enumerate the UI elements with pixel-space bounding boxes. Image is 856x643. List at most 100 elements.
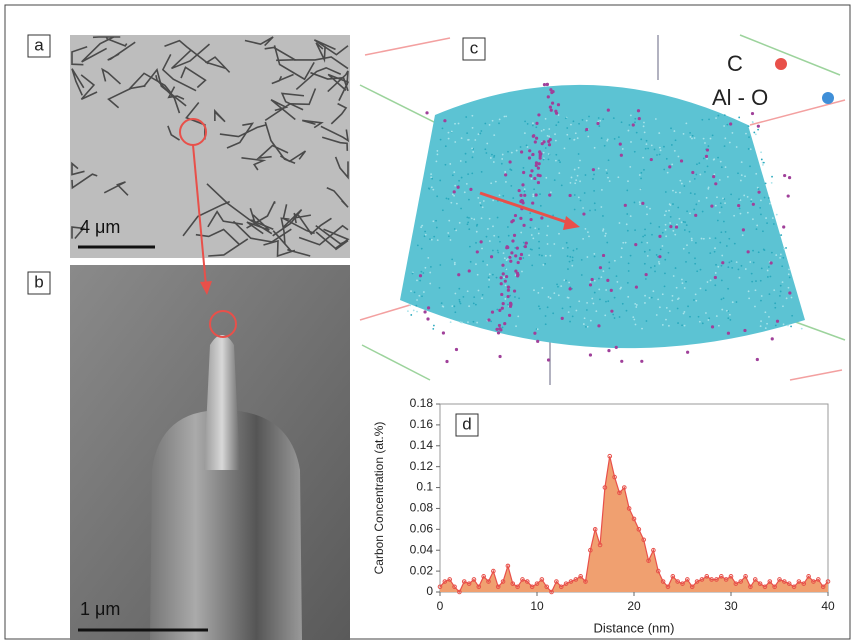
atom bbox=[675, 139, 677, 141]
atom bbox=[605, 301, 607, 303]
atom bbox=[482, 260, 484, 262]
atom bbox=[619, 316, 621, 318]
carbon-atom bbox=[509, 305, 512, 308]
atom bbox=[630, 141, 632, 143]
atom bbox=[602, 118, 604, 120]
atom bbox=[765, 182, 767, 184]
atom bbox=[507, 151, 509, 153]
carbon-atom bbox=[737, 204, 740, 207]
atom bbox=[636, 304, 638, 306]
atom bbox=[605, 289, 607, 291]
atom bbox=[532, 237, 534, 239]
atom bbox=[534, 227, 536, 229]
atom bbox=[546, 234, 548, 236]
carbon-atom bbox=[599, 266, 602, 269]
atom bbox=[478, 290, 480, 292]
atom bbox=[421, 248, 423, 250]
atom bbox=[622, 242, 624, 244]
atom bbox=[771, 252, 773, 254]
atom bbox=[466, 216, 468, 218]
atom bbox=[548, 128, 550, 130]
atom bbox=[662, 293, 664, 295]
carbon-atom bbox=[539, 152, 542, 155]
atom bbox=[748, 297, 750, 299]
x-tick-label: 30 bbox=[724, 599, 738, 613]
atom bbox=[733, 215, 735, 217]
atom bbox=[736, 301, 738, 303]
atom bbox=[578, 153, 580, 155]
atom bbox=[788, 268, 790, 270]
atom bbox=[566, 242, 568, 244]
atom bbox=[634, 303, 636, 305]
carbon-atom bbox=[509, 260, 512, 263]
atom bbox=[451, 131, 453, 133]
carbon-atom bbox=[476, 250, 479, 253]
carbon-atom bbox=[535, 137, 538, 140]
carbon-atom bbox=[535, 122, 538, 125]
atom bbox=[629, 166, 631, 168]
atom bbox=[761, 295, 763, 297]
atom bbox=[567, 255, 569, 257]
atom bbox=[478, 133, 480, 135]
carbon-atom bbox=[756, 358, 759, 361]
carbon-atom bbox=[607, 349, 610, 352]
carbon-atom bbox=[585, 128, 588, 131]
atom bbox=[701, 238, 703, 240]
carbon-atom bbox=[591, 278, 594, 281]
atom bbox=[601, 137, 603, 139]
atom bbox=[704, 171, 706, 173]
atom bbox=[460, 160, 462, 162]
atom bbox=[652, 290, 654, 292]
atom bbox=[455, 229, 457, 231]
carbon-atom bbox=[619, 143, 622, 146]
atom bbox=[770, 276, 772, 278]
atom bbox=[539, 308, 541, 310]
atom bbox=[531, 178, 533, 180]
atom bbox=[537, 328, 539, 330]
atom bbox=[671, 164, 673, 166]
y-tick-label: 0.16 bbox=[410, 417, 434, 431]
atom bbox=[705, 312, 707, 314]
atom bbox=[521, 271, 523, 273]
carbon-atom bbox=[537, 113, 540, 116]
atom bbox=[573, 120, 575, 122]
atom bbox=[523, 167, 525, 169]
atom bbox=[592, 178, 594, 180]
atom bbox=[473, 302, 475, 304]
atom bbox=[418, 295, 420, 297]
carbon-atom bbox=[658, 235, 661, 238]
atom bbox=[527, 123, 529, 125]
atom bbox=[559, 161, 561, 163]
carbon-atom bbox=[541, 142, 544, 145]
carbon-atom bbox=[537, 174, 540, 177]
y-tick-label: 0.18 bbox=[410, 396, 434, 410]
carbon-atom bbox=[534, 140, 537, 143]
atom bbox=[717, 157, 719, 159]
atom bbox=[448, 138, 450, 140]
atom bbox=[717, 266, 719, 268]
atom bbox=[768, 266, 770, 268]
carbon-atom bbox=[533, 177, 536, 180]
carbon-atom bbox=[538, 162, 541, 165]
atom bbox=[646, 320, 648, 322]
atom bbox=[473, 296, 475, 298]
carbon-atom bbox=[561, 317, 564, 320]
atom bbox=[540, 205, 542, 207]
carbon-atom bbox=[551, 102, 554, 105]
atom bbox=[750, 148, 752, 150]
atom bbox=[482, 294, 484, 296]
atom bbox=[698, 316, 700, 318]
legend-dot bbox=[822, 92, 834, 104]
atom bbox=[593, 174, 595, 176]
atom bbox=[700, 269, 702, 271]
carbon-atom bbox=[548, 143, 551, 146]
atom bbox=[684, 221, 686, 223]
carbon-atom bbox=[498, 324, 501, 327]
atom bbox=[505, 115, 507, 117]
atom bbox=[642, 157, 644, 159]
atom bbox=[675, 267, 677, 269]
atom bbox=[511, 152, 513, 154]
atom bbox=[531, 249, 533, 251]
atom bbox=[641, 241, 643, 243]
atom bbox=[462, 296, 464, 298]
